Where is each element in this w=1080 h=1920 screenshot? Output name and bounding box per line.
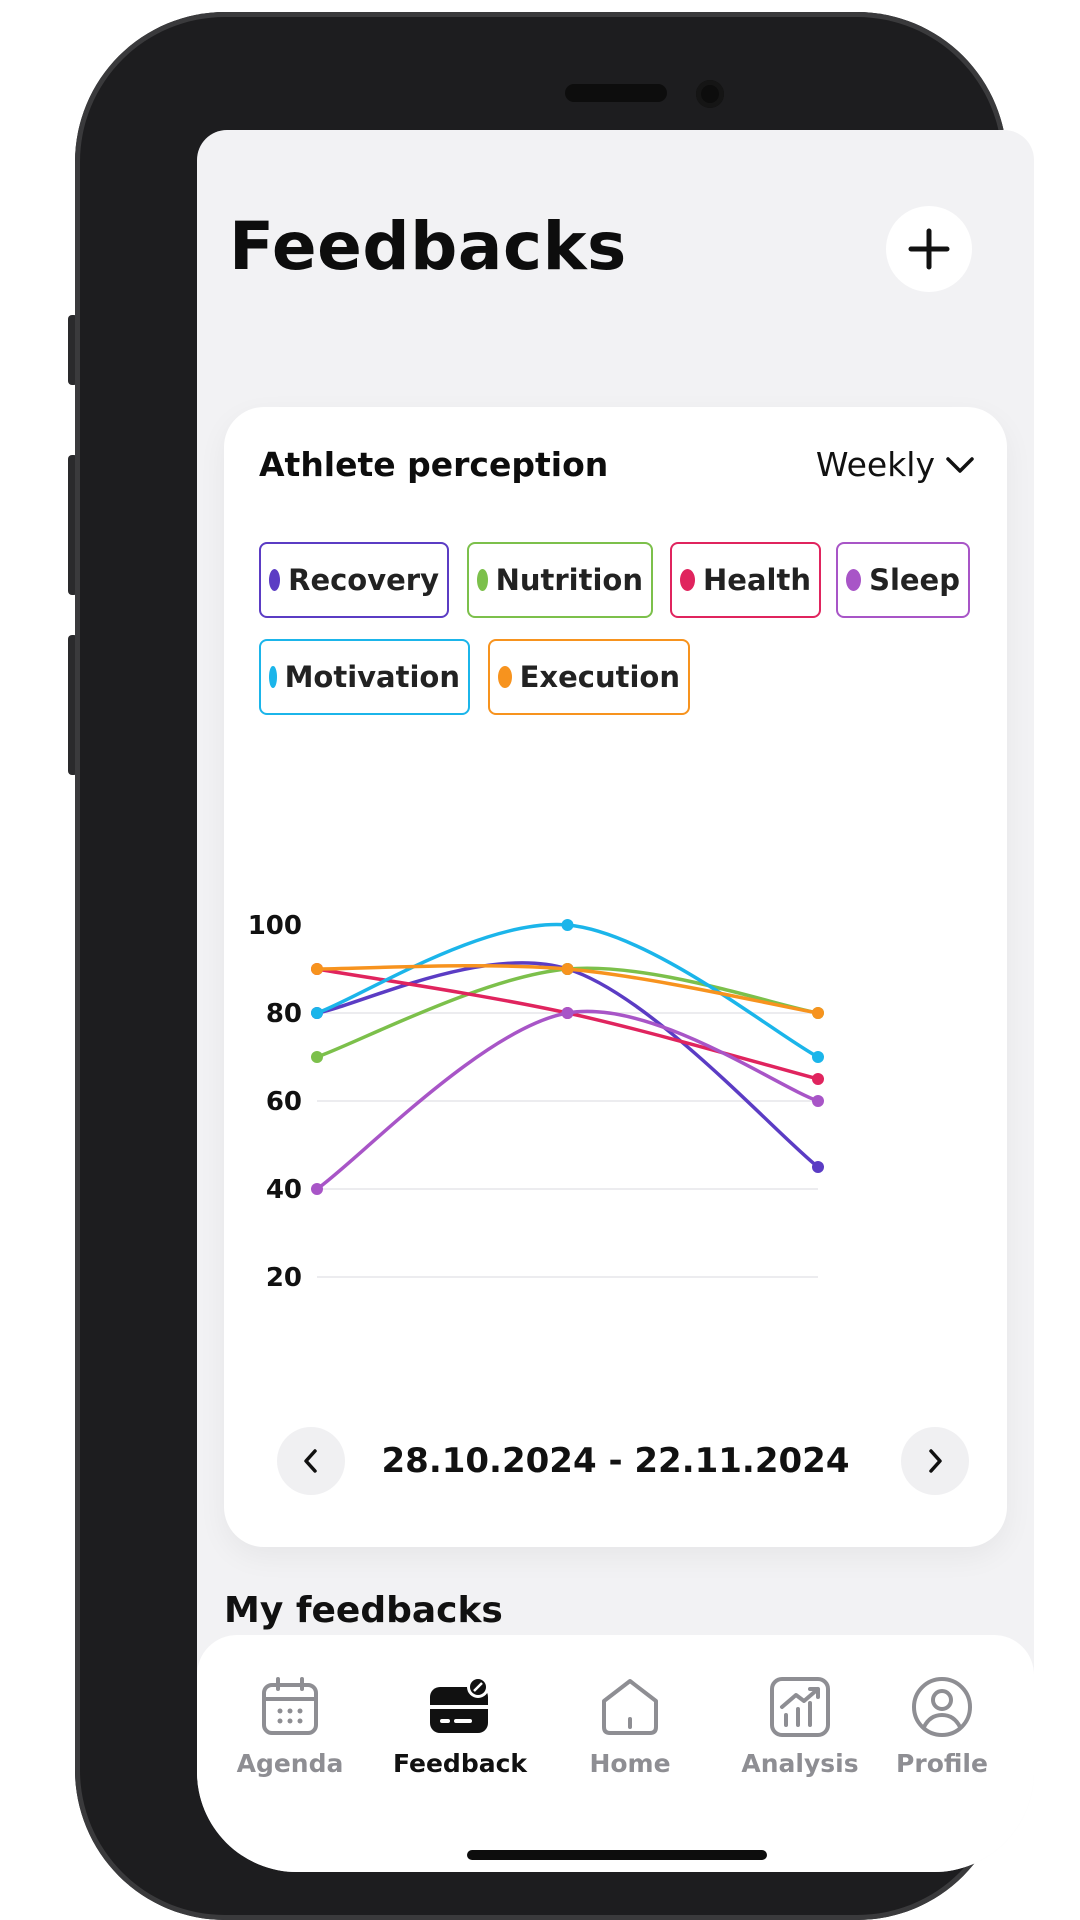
tab-label: Analysis: [741, 1749, 859, 1778]
legend-dot: [680, 569, 696, 591]
y-tick-label: 60: [266, 1087, 302, 1117]
front-camera: [696, 80, 724, 108]
home-indicator: [467, 1850, 767, 1860]
perception-line-chart: 1008060402004.1113.1120.11: [248, 911, 824, 1293]
data-point-nutrition: [311, 1051, 323, 1063]
home-icon: [602, 1679, 658, 1735]
card-title: Athlete perception: [259, 445, 609, 484]
legend-chip-sleep[interactable]: Sleep: [836, 542, 970, 618]
data-point-motivation: [561, 919, 574, 931]
period-label: Weekly: [815, 445, 935, 484]
data-point-recovery: [812, 1161, 824, 1173]
volume-down-button: [68, 635, 78, 775]
tab-feedback[interactable]: Feedback: [385, 1675, 535, 1778]
bottom-tab-bar: Agenda Feedback Home: [197, 1635, 1034, 1872]
legend-label: Nutrition: [495, 563, 643, 597]
my-feedbacks-heading: My feedbacks: [224, 1590, 503, 1631]
y-tick-label: 100: [248, 911, 302, 941]
date-range: 28.10.2024 - 22.11.2024: [381, 1441, 850, 1481]
legend-label: Recovery: [288, 563, 439, 597]
previous-period-button[interactable]: [277, 1427, 345, 1495]
chevron-down-icon: [946, 456, 974, 473]
plus-icon: [908, 228, 950, 270]
tab-profile[interactable]: Profile: [867, 1675, 1017, 1778]
legend-dot: [269, 569, 281, 591]
data-point-sleep: [561, 1007, 574, 1019]
legend-dot: [846, 569, 862, 591]
legend-chip-recovery[interactable]: Recovery: [259, 542, 449, 618]
legend-dot: [498, 666, 512, 688]
y-tick-label: 20: [266, 1263, 302, 1293]
silent-switch: [68, 315, 78, 385]
speaker-grille: [565, 84, 667, 102]
next-period-button[interactable]: [901, 1427, 969, 1495]
analysis-icon: [770, 1677, 830, 1737]
tab-label: Feedback: [392, 1749, 528, 1778]
data-point-execution: [561, 963, 574, 975]
athlete-perception-card: Athlete perception Weekly Recovery Nutri…: [224, 407, 1007, 1547]
legend-chip-execution[interactable]: Execution: [488, 639, 690, 715]
volume-up-button: [68, 455, 78, 595]
data-point-motivation: [311, 1007, 323, 1019]
profile-icon: [912, 1677, 972, 1737]
data-point-execution: [812, 1007, 824, 1019]
tab-label: Agenda: [236, 1749, 344, 1778]
app-screen: Feedbacks Athlete perception Weekly Reco…: [197, 130, 1034, 1872]
legend-chip-nutrition[interactable]: Nutrition: [467, 542, 653, 618]
legend-dot: [269, 666, 277, 688]
data-point-execution: [311, 963, 323, 975]
tab-analysis[interactable]: Analysis: [725, 1675, 875, 1778]
chevron-right-icon: [929, 1449, 942, 1473]
legend-dot: [477, 569, 488, 591]
tab-home[interactable]: Home: [555, 1675, 705, 1778]
feedback-icon: [430, 1676, 489, 1733]
data-point-health: [812, 1073, 824, 1085]
add-feedback-button[interactable]: [886, 206, 972, 292]
legend-label: Health: [703, 563, 811, 597]
y-tick-label: 40: [266, 1175, 302, 1205]
tab-label: Home: [589, 1749, 671, 1778]
phone-frame: Feedbacks Athlete perception Weekly Reco…: [75, 12, 1034, 1920]
legend-label: Sleep: [869, 563, 960, 597]
legend-label: Execution: [519, 660, 680, 694]
legend-chip-health[interactable]: Health: [670, 542, 821, 618]
data-point-sleep: [812, 1095, 824, 1107]
page-title: Feedbacks: [229, 208, 627, 285]
data-point-motivation: [812, 1051, 824, 1063]
tab-agenda[interactable]: Agenda: [215, 1675, 365, 1778]
data-point-sleep: [311, 1183, 323, 1195]
legend-label: Motivation: [284, 660, 460, 694]
legend-chip-motivation[interactable]: Motivation: [259, 639, 470, 715]
tab-label: Profile: [896, 1749, 988, 1778]
period-dropdown[interactable]: Weekly: [816, 445, 975, 484]
chevron-left-icon: [304, 1449, 317, 1473]
y-tick-label: 80: [266, 999, 302, 1029]
calendar-icon: [262, 1677, 318, 1735]
